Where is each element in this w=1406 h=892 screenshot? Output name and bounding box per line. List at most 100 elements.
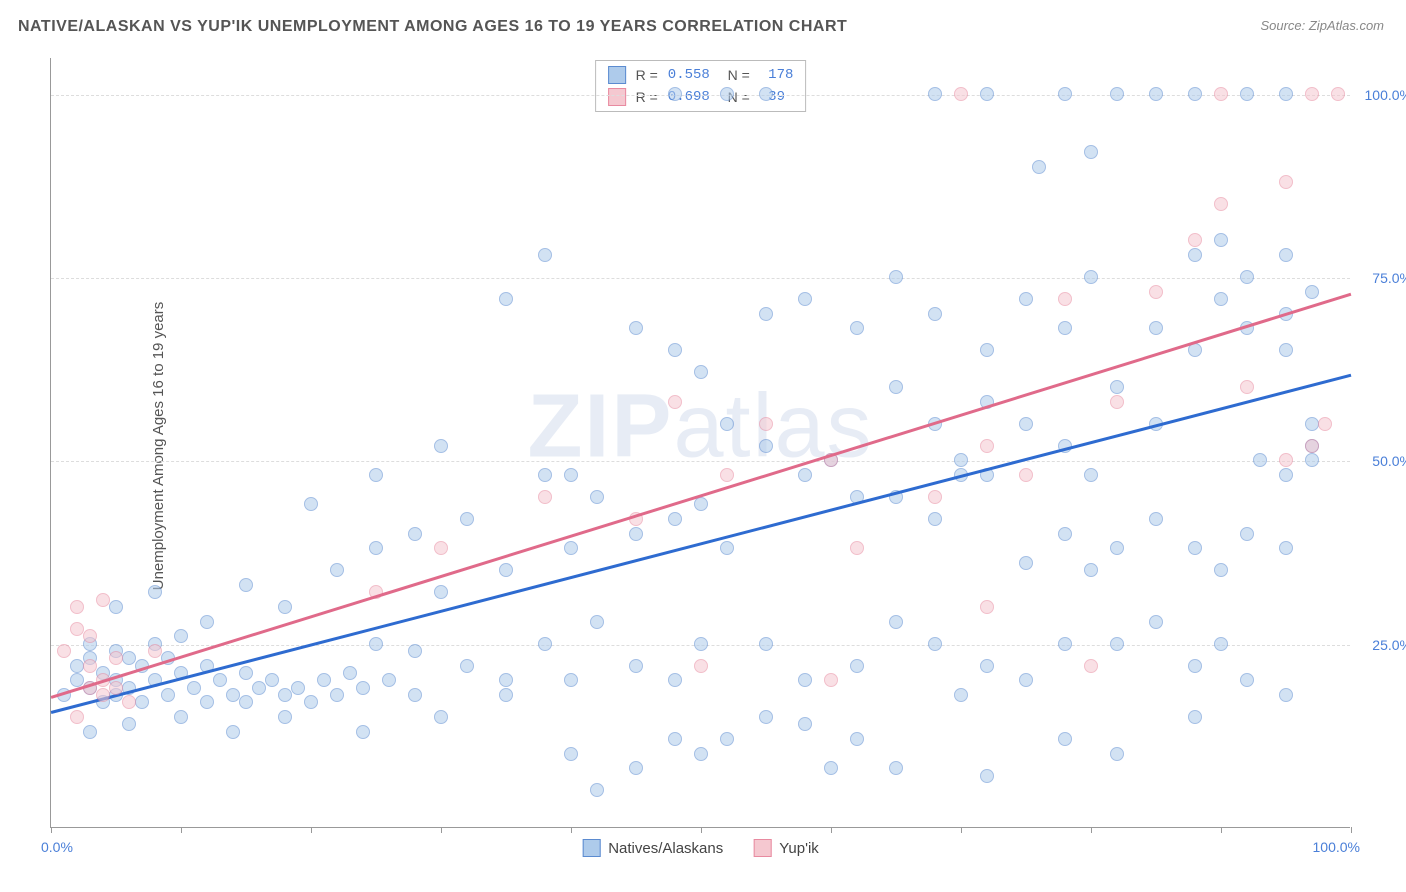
- gridline: [51, 461, 1350, 462]
- x-axis-max-label: 100.0%: [1313, 839, 1360, 855]
- data-point: [1279, 343, 1293, 357]
- legend-swatch: [608, 66, 626, 84]
- data-point: [1240, 270, 1254, 284]
- data-point: [408, 527, 422, 541]
- data-point: [668, 673, 682, 687]
- x-tick: [1351, 827, 1352, 833]
- data-point: [1214, 563, 1228, 577]
- legend-item: Natives/Alaskans: [582, 839, 723, 857]
- data-point: [1084, 659, 1098, 673]
- data-point: [694, 497, 708, 511]
- source-label: Source: ZipAtlas.com: [1260, 18, 1384, 33]
- data-point: [96, 593, 110, 607]
- data-point: [1240, 87, 1254, 101]
- data-point: [1214, 292, 1228, 306]
- data-point: [538, 637, 552, 651]
- legend-r-label: R =: [636, 67, 658, 83]
- data-point: [1149, 512, 1163, 526]
- legend-row: R =0.698 N = 39: [596, 86, 806, 108]
- data-point: [850, 321, 864, 335]
- legend-swatch: [608, 88, 626, 106]
- data-point: [499, 673, 513, 687]
- data-point: [83, 629, 97, 643]
- data-point: [1149, 87, 1163, 101]
- legend-n-value: 178: [760, 67, 794, 83]
- data-point: [629, 761, 643, 775]
- data-point: [369, 541, 383, 555]
- data-point: [1331, 87, 1345, 101]
- data-point: [1110, 637, 1124, 651]
- watermark: ZIPatlas: [527, 376, 873, 479]
- data-point: [720, 87, 734, 101]
- data-point: [629, 527, 643, 541]
- data-point: [1188, 87, 1202, 101]
- data-point: [1110, 87, 1124, 101]
- data-point: [1058, 527, 1072, 541]
- data-point: [148, 644, 162, 658]
- data-point: [1188, 343, 1202, 357]
- plot-area: ZIPatlas R =0.558 N = 178R =0.698 N = 39…: [50, 58, 1350, 828]
- data-point: [278, 688, 292, 702]
- y-tick-label: 50.0%: [1372, 453, 1406, 469]
- data-point: [1084, 270, 1098, 284]
- series-legend: Natives/AlaskansYup'ik: [582, 839, 819, 857]
- data-point: [954, 87, 968, 101]
- data-point: [980, 439, 994, 453]
- data-point: [70, 622, 84, 636]
- data-point: [980, 600, 994, 614]
- data-point: [278, 600, 292, 614]
- data-point: [369, 637, 383, 651]
- data-point: [824, 761, 838, 775]
- data-point: [135, 695, 149, 709]
- data-point: [252, 681, 266, 695]
- data-point: [889, 380, 903, 394]
- data-point: [200, 695, 214, 709]
- data-point: [720, 732, 734, 746]
- data-point: [1240, 527, 1254, 541]
- x-tick: [51, 827, 52, 833]
- data-point: [1058, 292, 1072, 306]
- data-point: [1188, 233, 1202, 247]
- data-point: [1019, 556, 1033, 570]
- data-point: [460, 659, 474, 673]
- data-point: [564, 747, 578, 761]
- data-point: [434, 585, 448, 599]
- data-point: [213, 673, 227, 687]
- data-point: [824, 673, 838, 687]
- data-point: [499, 563, 513, 577]
- legend-r-value: 0.558: [668, 67, 710, 83]
- data-point: [1149, 285, 1163, 299]
- x-tick: [181, 827, 182, 833]
- data-point: [1019, 292, 1033, 306]
- x-tick: [1221, 827, 1222, 833]
- data-point: [83, 659, 97, 673]
- data-point: [408, 688, 422, 702]
- legend-label: Natives/Alaskans: [608, 840, 723, 857]
- data-point: [1188, 248, 1202, 262]
- data-point: [980, 659, 994, 673]
- data-point: [1188, 710, 1202, 724]
- data-point: [356, 725, 370, 739]
- data-point: [694, 747, 708, 761]
- x-tick: [311, 827, 312, 833]
- data-point: [239, 666, 253, 680]
- data-point: [1058, 732, 1072, 746]
- legend-swatch: [753, 839, 771, 857]
- data-point: [57, 644, 71, 658]
- correlation-legend: R =0.558 N = 178R =0.698 N = 39: [595, 60, 807, 112]
- data-point: [798, 673, 812, 687]
- data-point: [1279, 468, 1293, 482]
- data-point: [980, 343, 994, 357]
- data-point: [1110, 747, 1124, 761]
- data-point: [1149, 615, 1163, 629]
- x-tick: [1091, 827, 1092, 833]
- data-point: [759, 307, 773, 321]
- data-point: [200, 615, 214, 629]
- data-point: [122, 651, 136, 665]
- data-point: [239, 695, 253, 709]
- data-point: [1084, 145, 1098, 159]
- y-tick-label: 25.0%: [1372, 637, 1406, 653]
- data-point: [1279, 453, 1293, 467]
- data-point: [1279, 688, 1293, 702]
- data-point: [226, 725, 240, 739]
